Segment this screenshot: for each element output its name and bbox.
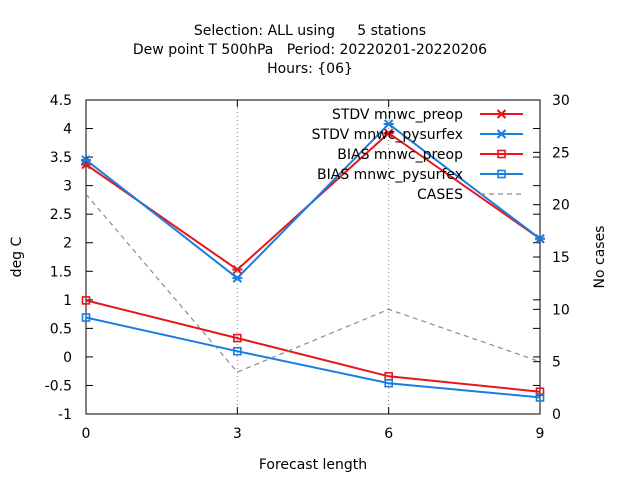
series-group: [81, 119, 545, 402]
y-tick-label: 0.5: [50, 321, 72, 337]
y-tick-label: 1: [63, 293, 72, 309]
y-tick-label: -0.5: [45, 378, 72, 394]
legend-marker: [497, 169, 506, 179]
legend-entry: BIAS mnwc_preop: [337, 147, 523, 163]
legend-label: BIAS mnwc_preop: [337, 147, 463, 163]
series-line: [85, 299, 541, 393]
y-tick-label: 1.5: [50, 264, 72, 280]
data-point: [535, 387, 545, 397]
legend-label: STDV mnwc_preop: [332, 107, 463, 123]
x-tick-label: 0: [82, 426, 91, 442]
x-axis-label: Forecast length: [259, 457, 367, 473]
series-4: [85, 193, 541, 373]
legend-entry: STDV mnwc_preop: [332, 107, 523, 123]
series-3: [81, 313, 545, 402]
title-line: Dew point T 500hPa Period: 20220201-2022…: [133, 42, 487, 58]
series-line: [85, 316, 541, 399]
legend-marker: [497, 149, 506, 159]
y2-tick-label: 15: [552, 250, 570, 266]
y2-tick-label: 5: [552, 355, 561, 371]
x-tick-label: 6: [384, 426, 393, 442]
y2-tick-label: 0: [552, 407, 561, 423]
y-tick-label: 3: [63, 179, 72, 195]
y2-tick-label: 10: [552, 302, 570, 318]
legend-label: STDV mnwc_pysurfex: [312, 127, 463, 143]
y2-tick-label: 30: [552, 93, 570, 109]
chart-title: Selection: ALL using 5 stations Dew point…: [133, 23, 487, 77]
y2-axis-ticks: 0 5 10 15 20 25 30: [533, 93, 570, 423]
data-point: [81, 313, 91, 322]
y-tick-label: -1: [58, 407, 72, 423]
legend-entry: STDV mnwc_pysurfex: [312, 127, 523, 143]
y2-axis-label: No cases: [592, 226, 608, 289]
y2-tick-label: 25: [552, 145, 570, 161]
y-tick-label: 2: [63, 236, 72, 252]
y-axis-ticks: -1 -0.5 0 0.5 1 1.5 2 2.5 3 3.5 4 4.5: [45, 93, 540, 423]
legend-entry: BIAS mnwc_pysurfex: [317, 167, 523, 183]
data-point: [535, 393, 545, 402]
y-tick-label: 2.5: [50, 207, 72, 223]
y-tick-label: 4.5: [50, 93, 72, 109]
title-line: Selection: ALL using 5 stations: [194, 23, 426, 39]
y2-tick-label: 20: [552, 198, 570, 214]
x-tick-label: 3: [233, 426, 242, 442]
series-2: [81, 296, 545, 397]
y-tick-label: 4: [63, 122, 72, 138]
y-tick-label: 3.5: [50, 150, 72, 166]
data-point: [233, 333, 242, 343]
series-line: [85, 122, 541, 280]
grid: [236, 100, 390, 414]
legend-label: BIAS mnwc_pysurfex: [317, 167, 463, 183]
x-tick-label: 9: [536, 426, 545, 442]
series-line: [85, 193, 541, 373]
y-axis-label: deg C: [9, 236, 25, 277]
series-1: [81, 119, 545, 283]
title-line: Hours: {06}: [267, 61, 353, 77]
data-point: [233, 346, 242, 356]
y-tick-label: 0: [63, 350, 72, 366]
legend-label: CASES: [417, 187, 463, 203]
legend: STDV mnwc_preop STDV mnwc_pysurfex BIAS mn…: [312, 107, 523, 203]
data-point: [81, 296, 91, 305]
data-point: [384, 378, 393, 388]
legend-entry: CASES: [417, 187, 523, 203]
x-axis-ticks: 0 3 6 9: [82, 100, 545, 442]
